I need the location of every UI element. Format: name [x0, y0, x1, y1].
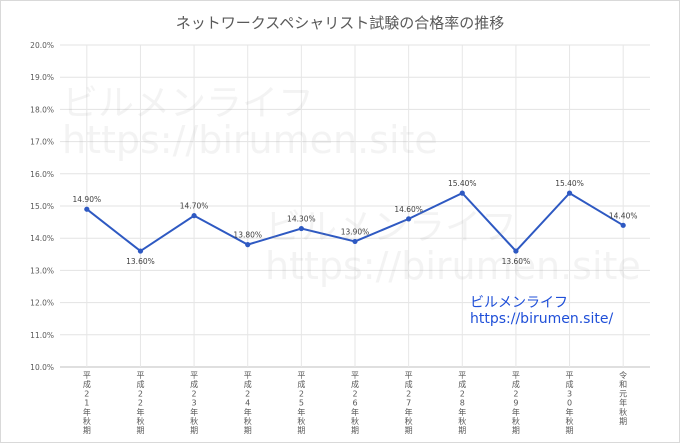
brand-url[interactable]: https://birumen.site/ [470, 311, 614, 327]
x-tick-label: 平成 2 9 年秋期 [512, 371, 520, 435]
watermark-name-2: ビルメンライフ [265, 207, 518, 248]
data-label: 13.80% [233, 231, 262, 240]
x-tick-label: 平成 2 2 年秋期 [136, 371, 144, 435]
watermark-url-2: https://birumen.site [265, 244, 641, 288]
watermark-url: https://birumen.site [62, 118, 438, 162]
x-tick-label: 平成 2 8 年秋期 [458, 371, 466, 435]
data-label: 14.30% [287, 215, 316, 224]
x-tick-label: 令和元年秋期 [619, 370, 627, 426]
data-point [298, 225, 304, 232]
data-label: 14.90% [73, 195, 102, 204]
y-tick-label: 15.0% [30, 202, 54, 211]
y-tick-label: 16.0% [30, 170, 54, 179]
y-axis: 10.0% 11.0% 12.0% 13.0% 14.0% 15.0% 16.0% 17.0%… [30, 41, 54, 372]
x-tick-label: 平成 2 6 年秋期 [351, 371, 359, 435]
data-label: 14.70% [180, 202, 209, 211]
data-point [84, 206, 90, 212]
data-label: 14.40% [609, 211, 638, 220]
svg-text:令和元年秋期: 令和元年秋期 [619, 370, 627, 426]
x-tick-label: 平成 3 0 年秋期 [566, 371, 574, 435]
data-point [191, 213, 197, 219]
x-tick-label: 平成 2 4 年秋期 [244, 371, 252, 435]
x-tick-label: 平成 2 1 年秋期 [83, 371, 91, 435]
x-tick-label: 平成 2 3 年秋期 [190, 371, 198, 435]
y-tick-label: 17.0% [30, 138, 54, 147]
data-point [245, 242, 251, 248]
y-tick-label: 10.0% [30, 363, 54, 372]
data-point [352, 238, 358, 245]
data-label: 13.60% [126, 257, 155, 266]
chart-title: ネットワークスペシャリスト試験の合格率の推移 [176, 14, 505, 32]
watermark-name: ビルメンライフ [62, 83, 315, 124]
data-label: 14.60% [394, 205, 423, 214]
data-point [406, 216, 412, 222]
y-tick-label: 18.0% [30, 105, 54, 114]
x-axis: 平成 2 1 年秋期 平成 2 2 年秋期 平成 2 3 年秋期 平成 2 4 年秋期 平成 2 5 年秋期 平成 2 6 年… [83, 370, 627, 435]
data-point [566, 190, 573, 196]
data-point [137, 248, 144, 254]
data-point [620, 222, 626, 228]
data-point [513, 248, 519, 254]
data-label: 13.90% [341, 227, 370, 236]
data-point [459, 190, 465, 196]
brand-name: ビルメンライフ [470, 295, 568, 311]
y-tick-label: 13.0% [30, 266, 54, 275]
data-label: 13.60% [502, 257, 531, 266]
y-tick-label: 14.0% [30, 234, 54, 243]
x-tick-label: 平成 2 5 年秋期 [297, 371, 305, 435]
y-tick-label: 19.0% [30, 73, 54, 82]
series-pass-rate [84, 190, 626, 254]
y-tick-label: 12.0% [30, 299, 54, 308]
x-tick-label: 平成 2 7 年秋期 [405, 371, 413, 435]
data-label: 15.40% [448, 179, 477, 188]
data-labels: 14.90% 13.60% 14.70% 13.80% 14.30% 13.90% 14.6… [73, 179, 638, 266]
data-label: 15.40% [555, 179, 584, 188]
y-tick-label: 11.0% [30, 331, 54, 340]
y-tick-label: 20.0% [30, 41, 54, 50]
